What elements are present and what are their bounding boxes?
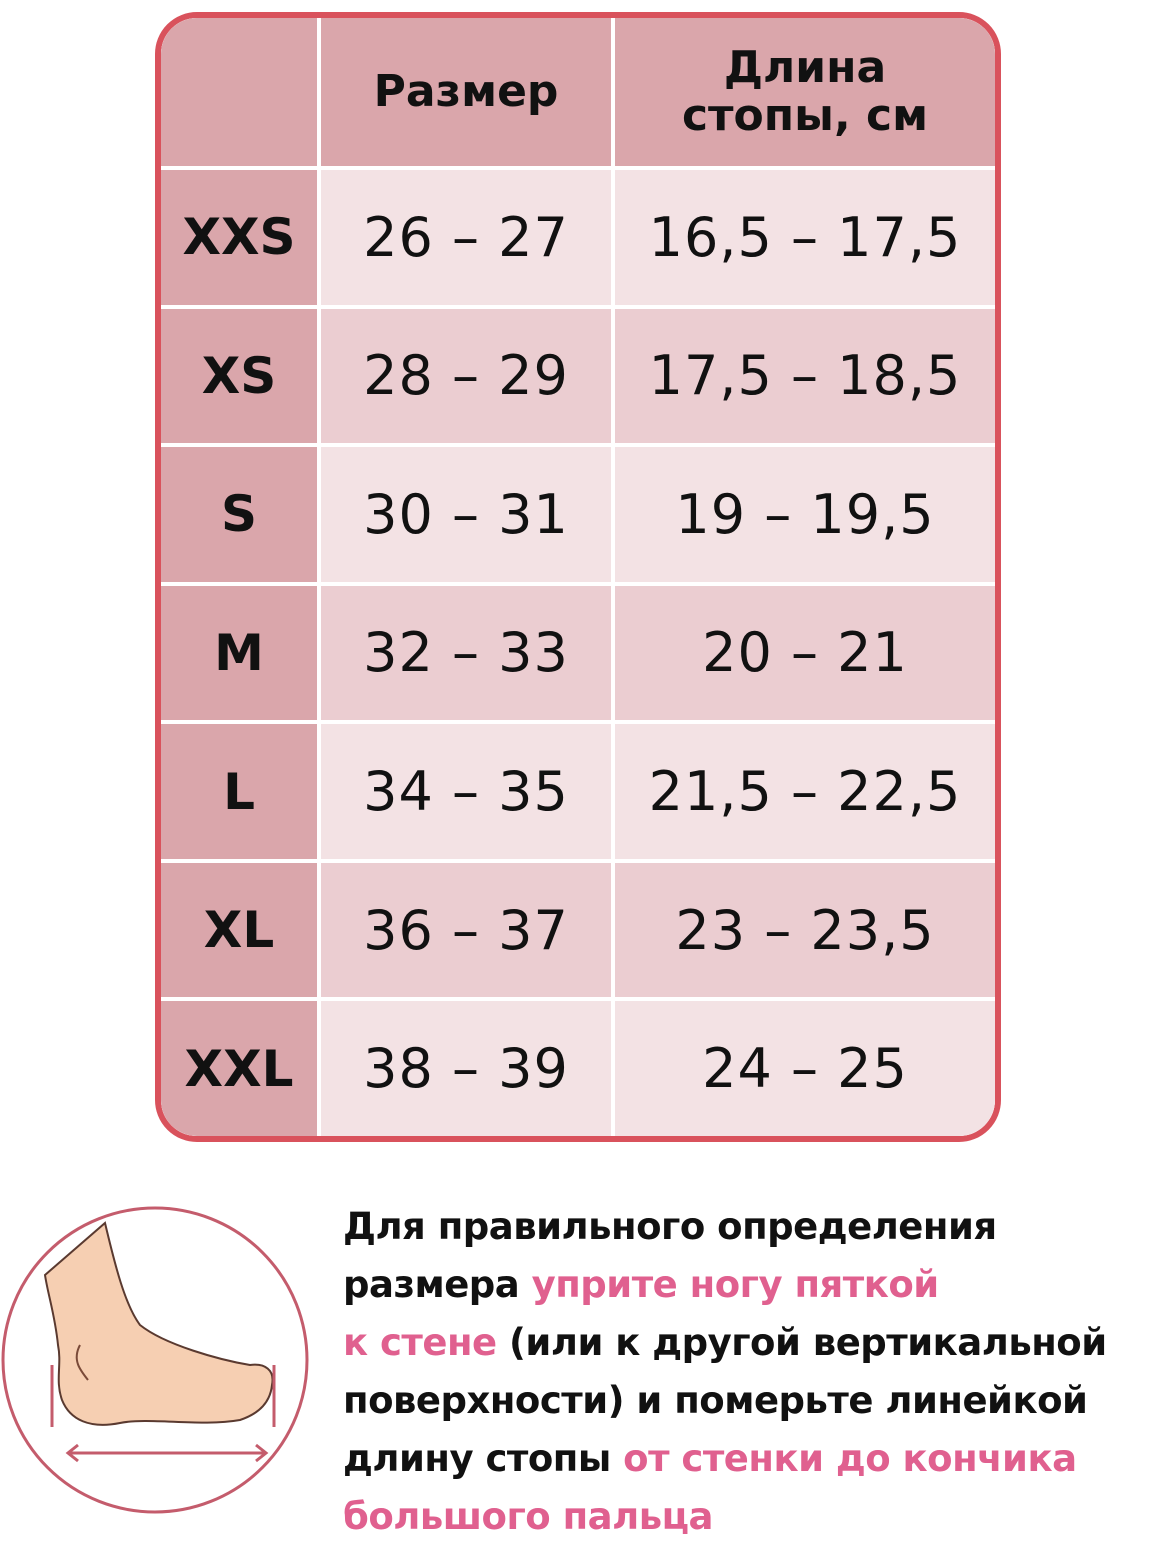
foot-measurement-icon xyxy=(1,1206,309,1514)
shoe-size-range: 32 – 33 xyxy=(321,585,611,721)
header-size: Размер xyxy=(321,18,611,166)
instr-highlight: к стене xyxy=(343,1321,497,1364)
header-foot-length-label: Длина стопы, см xyxy=(681,42,929,141)
size-grid: Размер Длина стопы, см XXS 26 – 27 16,5 – … xyxy=(161,18,995,1136)
shoe-size-range: 38 – 39 xyxy=(321,1001,611,1136)
foot-length-range: 20 – 21 xyxy=(615,585,995,721)
header-foot-length: Длина стопы, см xyxy=(615,18,995,166)
instr-line-4: поверхности) и померьте линейкой xyxy=(343,1379,1088,1422)
size-label: M xyxy=(161,585,317,721)
size-chart-table: Размер Длина стопы, см XXS 26 – 27 16,5 – … xyxy=(155,12,1001,1142)
size-label: S xyxy=(161,447,317,582)
size-label: XXS xyxy=(161,170,317,305)
instr-line-3: к стене (или к другой вертикальной xyxy=(343,1314,1107,1372)
shoe-size-range: 26 – 27 xyxy=(321,170,611,305)
foot-length-range: 24 – 25 xyxy=(615,1001,995,1136)
foot-length-range: 17,5 – 18,5 xyxy=(615,308,995,444)
shoe-size-range: 30 – 31 xyxy=(321,447,611,582)
shoe-size-range: 28 – 29 xyxy=(321,308,611,444)
foot-length-range: 16,5 – 17,5 xyxy=(615,170,995,305)
instr-line-6: большого пальца xyxy=(343,1495,714,1538)
header-empty xyxy=(161,18,317,166)
foot-length-range: 21,5 – 22,5 xyxy=(615,724,995,859)
shoe-size-range: 36 – 37 xyxy=(321,862,611,998)
instr-line-2: размера уприте ногу пяткой xyxy=(343,1256,1107,1314)
size-label: XL xyxy=(161,862,317,998)
instr-line-5: длину стопы от стенки до кончика xyxy=(343,1430,1107,1488)
instr-highlight: от стенки до кончика xyxy=(623,1437,1077,1480)
instr-text: размера xyxy=(343,1263,532,1306)
foot-length-range: 19 – 19,5 xyxy=(615,447,995,582)
instr-highlight: уприте ногу пяткой xyxy=(531,1263,940,1306)
size-label: XXL xyxy=(161,1001,317,1136)
instr-text: длину стопы xyxy=(343,1437,624,1480)
size-label: XS xyxy=(161,308,317,444)
shoe-size-range: 34 – 35 xyxy=(321,724,611,859)
measurement-instructions: Для правильного определения размера упри… xyxy=(343,1198,1107,1546)
instr-line-1: Для правильного определения xyxy=(343,1205,997,1248)
size-label: L xyxy=(161,724,317,859)
instr-text: (или к другой вертикальной xyxy=(496,1321,1107,1364)
foot-length-range: 23 – 23,5 xyxy=(615,862,995,998)
